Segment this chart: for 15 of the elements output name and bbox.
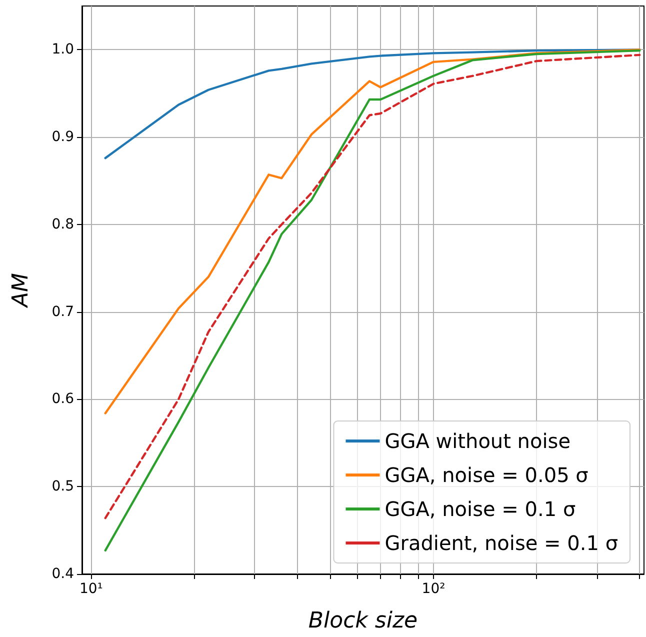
y-tick-label: 0.4: [52, 566, 74, 582]
legend-label: GGA without noise: [384, 429, 571, 453]
y-tick-label: 0.5: [52, 478, 74, 495]
x-axis-title: Block size: [308, 608, 418, 634]
y-tick-label: 1.0: [52, 42, 74, 58]
legend-label: GGA, noise = 0.1 σ: [384, 497, 576, 521]
legend-label: Gradient, noise = 0.1 σ: [384, 531, 618, 555]
legend-label: GGA, noise = 0.05 σ: [384, 463, 589, 487]
y-axis-title: AM: [8, 272, 34, 310]
y-tick-label: 0.6: [52, 391, 74, 408]
y-tick-label: 0.8: [52, 216, 74, 232]
y-tick-label: 0.7: [52, 304, 74, 320]
y-tick-label: 0.9: [52, 129, 74, 146]
x-tick-label: 10²: [422, 581, 446, 597]
x-tick-label: 10¹: [79, 581, 103, 597]
